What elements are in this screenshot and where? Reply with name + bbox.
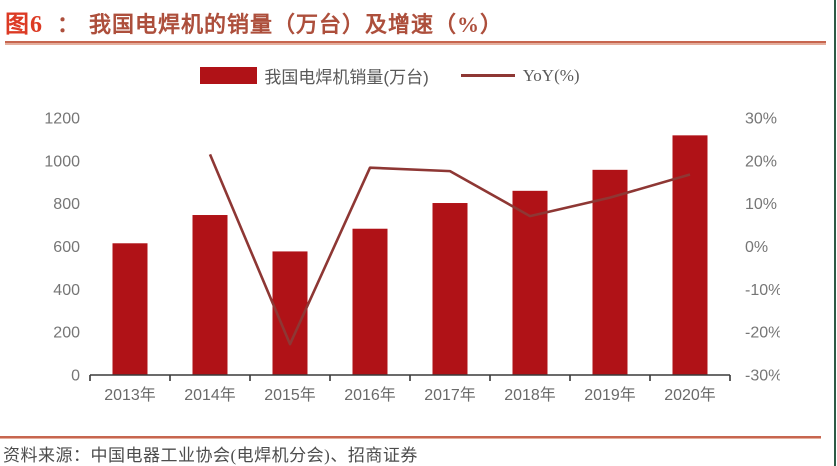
x-axis-label-2019年: 2019年	[584, 386, 636, 404]
legend-bar-swatch	[200, 67, 258, 84]
x-axis-label-2015年: 2015年	[264, 386, 316, 404]
title-underline-rule	[5, 41, 826, 43]
x-axis-label-2017年: 2017年	[424, 386, 476, 404]
bar-2018年	[512, 190, 548, 375]
right-axis-tick-0%: 0%	[745, 239, 768, 256]
right-axis-tick--10%: -10%	[745, 282, 780, 299]
x-axis-label-2018年: 2018年	[504, 386, 556, 404]
left-axis-tick-800: 800	[53, 196, 80, 213]
chart-legend: 我国电焊机销量(万台) YoY(%)	[0, 63, 780, 88]
legend-bar-label: 我国电焊机销量(万台)	[264, 68, 429, 87]
x-axis-label-2016年: 2016年	[344, 386, 396, 404]
right-axis-tick--30%: -30%	[745, 368, 780, 385]
right-axis-tick-20%: 20%	[745, 153, 777, 170]
left-axis-tick-600: 600	[53, 239, 80, 256]
source-note: 资料来源：中国电器工业协会(电焊机分会)、招商证券	[3, 446, 418, 465]
yoy-line	[208, 153, 691, 346]
x-axis-label-2020年: 2020年	[664, 386, 716, 404]
bar-line-chart: 0 200 400 600 800 1000 1200 -30% -20% -10% 0% 10% 20…	[44, 111, 782, 405]
figure-title: 我国电焊机的销量（万台）及增速（%）	[89, 12, 504, 37]
legend-line-swatch	[460, 74, 515, 77]
right-axis-tick-10%: 10%	[745, 196, 777, 213]
x-axis-line	[89, 374, 731, 381]
figure-title-row: 图6 ： 我国电焊机的销量（万台）及增速（%）	[5, 4, 830, 39]
right-axis-tick-30%: 30%	[745, 111, 777, 128]
bar-2019年	[592, 169, 628, 375]
x-axis-label-2013年: 2013年	[104, 386, 156, 404]
legend-line-label: YoY(%)	[522, 65, 580, 85]
figure-title-separator: ：	[57, 12, 80, 37]
bar-2014年	[192, 215, 228, 375]
left-axis-tick-1000: 1000	[44, 153, 80, 170]
left-axis-tick-1200: 1200	[44, 111, 80, 128]
chart-canvas: 0 200 400 600 800 1000 1200 -30% -20% -10% 0% 10% 20…	[0, 98, 782, 408]
bar-2017年	[432, 203, 468, 375]
figure-header: 图6 ： 我国电焊机的销量（万台）及增速（%）	[5, 4, 830, 43]
page-right-border	[834, 0, 836, 466]
right-axis-tick--20%: -20%	[745, 325, 780, 342]
footer-rule	[0, 436, 821, 438]
bar-2016年	[352, 228, 388, 375]
bar-2013年	[112, 243, 148, 375]
figure-number-label: 图6	[5, 12, 43, 38]
bar-2020年	[672, 135, 708, 375]
x-axis-label-2014年: 2014年	[184, 386, 236, 404]
left-axis-tick-400: 400	[53, 282, 80, 299]
left-axis-tick-0: 0	[71, 368, 80, 385]
left-axis-tick-200: 200	[53, 325, 80, 342]
